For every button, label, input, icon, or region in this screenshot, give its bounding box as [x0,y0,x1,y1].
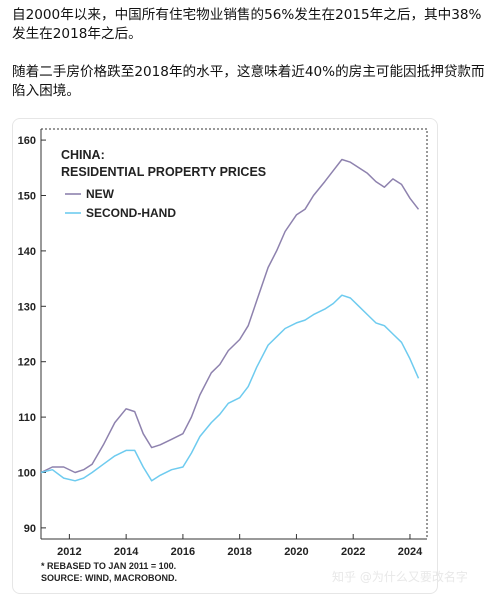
series-lines [40,158,420,482]
watermark: 知乎 @为什么又要改名字 [332,570,468,584]
y-tick-label: 100 [18,468,36,480]
chart-title: CHINA: [61,148,105,162]
x-tick-label: 2018 [227,546,251,558]
series-line-second-hand [40,294,420,482]
y-tick-label: 90 [24,523,36,535]
paragraph-1: 自2000年以来，中国所有住宅物业销售的56%发生在2015年之后，其中38%发… [12,7,482,42]
y-tick-label: 160 [18,135,36,147]
x-ticks: 2012 2014 2016 2018 2020 2022 2024 [57,534,423,558]
x-tick-label: 2014 [114,546,139,558]
x-tick-label: 2024 [398,546,423,558]
legend-label-new: NEW [86,187,115,201]
chart-svg: 90 100 110 120 130 140 150 160 2012 2014 2016 2018… [18,128,428,583]
x-tick-label: 2022 [341,546,365,558]
y-ticks: 90 100 110 120 130 140 150 160 [18,135,46,535]
series-line-new [40,158,420,474]
y-tick-label: 150 [18,190,36,202]
x-tick-label: 2012 [57,546,81,558]
x-tick-label: 2016 [171,546,195,558]
chart-card: 90 100 110 120 130 140 150 160 2012 2014 2016 2018… [12,118,438,594]
y-tick-label: 140 [18,246,36,258]
legend-label-second-hand: SECOND-HAND [86,206,176,220]
y-tick-label: 120 [18,357,36,369]
chart-source: SOURCE: WIND, MACROBOND. [41,573,177,583]
y-tick-label: 110 [18,412,36,424]
chart-footnote: * REBASED TO JAN 2011 = 100. [41,561,176,571]
chart-subtitle: RESIDENTIAL PROPERTY PRICES [61,165,266,179]
y-tick-label: 130 [18,301,36,313]
x-tick-label: 2020 [284,546,308,558]
paragraph-2: 随着二手房价格跌至2018年的水平，这意味着近40%的房主可能因抵押贷款而陷入困… [12,64,485,99]
